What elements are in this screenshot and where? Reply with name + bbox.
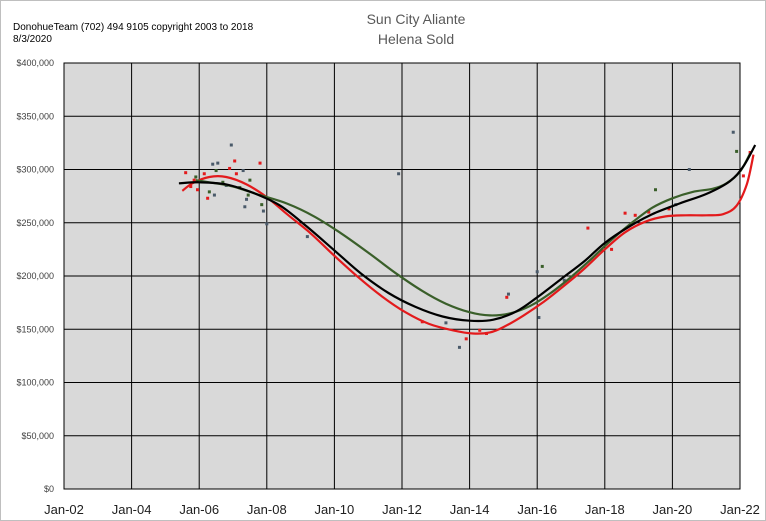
scatter-point [610,247,614,251]
y-tick-label: $150,000 [16,324,54,334]
x-tick-label: Jan-20 [653,502,693,517]
x-tick-label: Jan-14 [450,502,490,517]
y-tick-label: $0 [44,484,54,494]
scatter-point [189,185,193,189]
chart-title: Sun City Aliante [366,11,466,27]
scatter-point [194,175,198,179]
y-tick-label: $350,000 [16,111,54,121]
scatter-point [206,196,210,200]
y-tick-label: $400,000 [16,58,54,68]
scatter-point [261,209,265,213]
grid-layer [63,62,741,490]
x-tick-label: Jan-12 [382,502,422,517]
x-tick-label: Jan-06 [179,502,219,517]
scatter-point [196,188,200,192]
scatter-point [248,178,252,182]
scatter-point [478,328,482,332]
scatter-point [647,210,651,214]
scatter-point [241,169,245,173]
scatter-point [457,345,461,349]
y-tick-label: $250,000 [16,218,54,228]
scatter-point [243,205,247,209]
y-tick-label: $200,000 [16,271,54,281]
scatter-point [540,264,544,268]
y-tick-label: $300,000 [16,165,54,175]
x-tick-label: Jan-16 [517,502,557,517]
copyright-text: DonohueTeam (702) 494 9105 copyright 200… [13,22,254,33]
scatter-point [731,130,735,134]
scatter-point [229,143,233,147]
scatter-point [464,337,468,341]
scatter-point [246,193,250,197]
scatter-point [216,161,220,165]
scatter-point [184,171,188,175]
scatter-point [535,270,539,274]
scatter-point [741,174,745,178]
y-tick-label: $50,000 [21,431,54,441]
x-axis-ticks: Jan-02 Jan-04 Jan-06 Jan-08 Jan-10 Jan-12 Jan-… [44,502,760,517]
scatter-point [228,166,232,170]
x-tick-label: Jan-04 [112,502,152,517]
scatter-point [537,316,541,320]
scatter-point [260,203,264,207]
scatter-point [667,207,671,211]
scatter-point [397,172,401,176]
y-axis-ticks: $0 $50,000 $100,000 $150,000 $200,000 $250,00… [16,58,54,494]
scatter-point [506,292,510,296]
chart-subtitle: Helena Sold [377,31,455,47]
scatter-point [654,188,657,192]
scatter-point [562,278,566,282]
y-tick-label: $100,000 [16,378,54,388]
scatter-point [233,159,237,163]
report-date: 8/3/2020 [13,34,52,45]
scatter-point [265,222,269,226]
scatter-point [258,161,262,165]
scatter-point [221,180,225,184]
scatter-point [633,213,637,217]
scatter-point [505,295,509,299]
scatter-point [192,178,196,182]
trendline-black [178,144,757,323]
scatter-point [207,190,211,194]
scatter-point [305,235,309,239]
x-tick-label: Jan-22 [720,502,760,517]
x-tick-label: Jan-02 [44,502,84,517]
scatter-point [444,321,448,325]
scatter-point [245,197,249,201]
scatter-point [586,226,590,230]
scatter-point [214,169,218,173]
scatter-point [735,149,739,153]
scatter-point [211,162,215,166]
trendline-layer [178,144,757,335]
scatter-point [212,193,216,197]
x-tick-label: Jan-08 [247,502,287,517]
scatter-point [623,211,627,215]
x-tick-label: Jan-18 [585,502,625,517]
scatter-point [687,168,691,171]
x-tick-label: Jan-10 [315,502,355,517]
scatter-point [202,172,206,176]
scatter-point [234,172,238,176]
